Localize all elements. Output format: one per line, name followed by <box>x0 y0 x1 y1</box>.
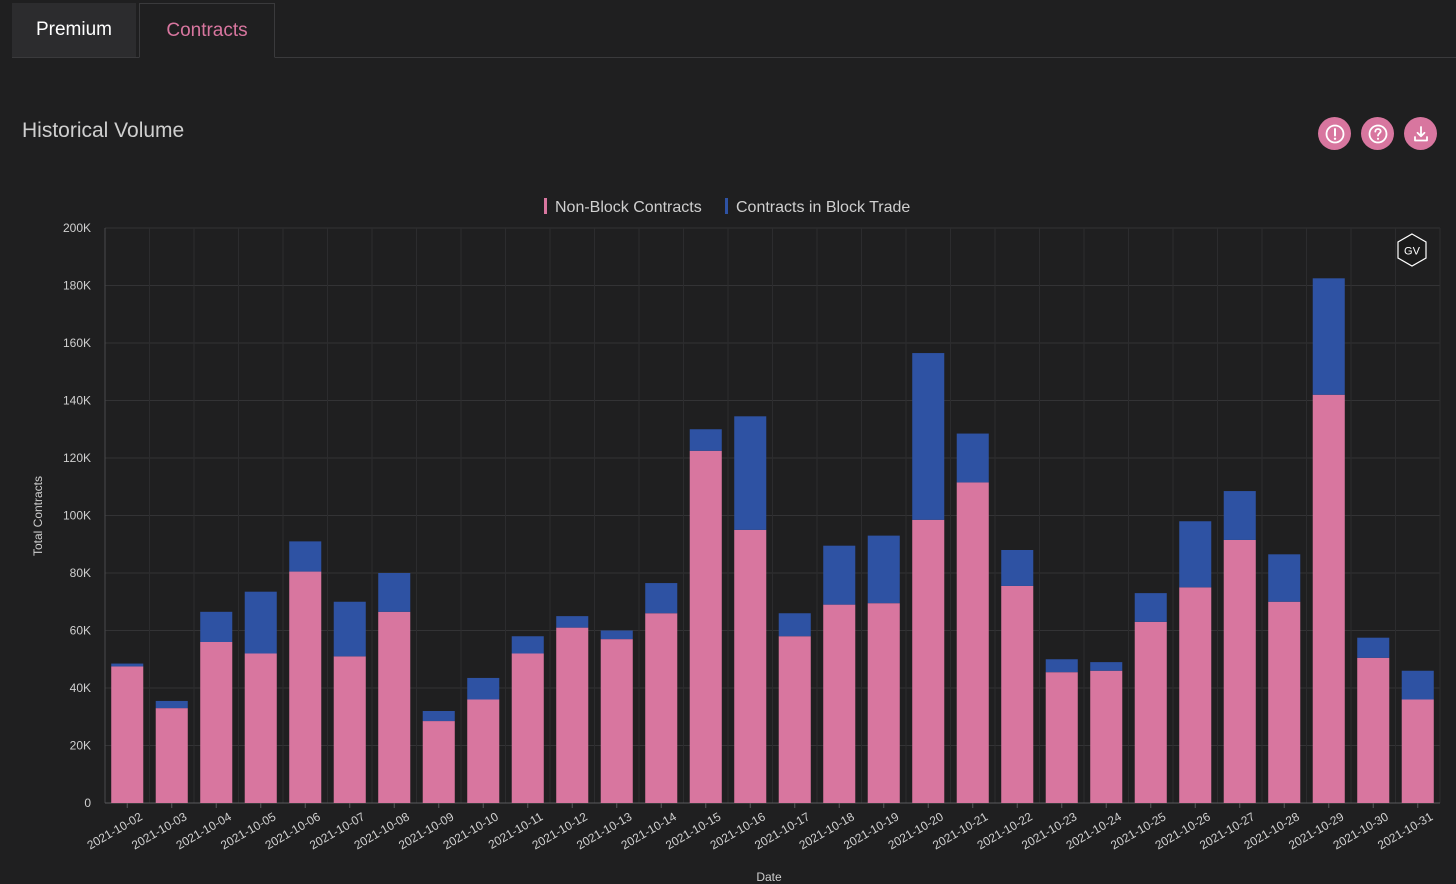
bar-block-trade[interactable] <box>1090 662 1123 671</box>
bar-non-block[interactable] <box>244 653 277 804</box>
bar-non-block[interactable] <box>111 666 144 803</box>
bar-non-block[interactable] <box>1179 587 1212 803</box>
legend-label-block-trade[interactable]: Contracts in Block Trade <box>736 199 910 216</box>
tab-premium[interactable]: Premium <box>12 3 136 57</box>
bar-block-trade[interactable] <box>200 611 233 642</box>
help-icon <box>1368 124 1387 143</box>
help-button[interactable] <box>1361 117 1394 150</box>
y-tick-label: 20K <box>70 739 91 753</box>
legend-swatch-block-trade <box>725 198 728 214</box>
y-tick-label: 180K <box>63 279 91 293</box>
y-tick-label: 200K <box>63 221 91 235</box>
watermark-text: GV <box>1404 246 1421 258</box>
bar-non-block[interactable] <box>556 627 589 803</box>
bar-non-block[interactable] <box>1090 670 1123 803</box>
bar-non-block[interactable] <box>378 611 411 803</box>
bar-block-trade[interactable] <box>467 677 500 700</box>
page-title: Historical Volume <box>22 119 185 142</box>
bar-block-trade[interactable] <box>956 433 989 483</box>
bar-block-trade[interactable] <box>378 573 411 612</box>
bar-block-trade[interactable] <box>734 416 767 530</box>
bar-block-trade[interactable] <box>600 630 633 640</box>
bar-block-trade[interactable] <box>1179 521 1212 588</box>
y-tick-label: 60K <box>70 624 91 638</box>
x-axis-ticks: 2021-10-022021-10-032021-10-042021-10-05… <box>85 803 1436 852</box>
bar-non-block[interactable] <box>511 653 544 804</box>
bar-block-trade[interactable] <box>1001 550 1034 586</box>
watermark-logo: GV <box>1397 233 1427 267</box>
bar-non-block[interactable] <box>333 656 366 803</box>
bar-non-block[interactable] <box>200 642 233 803</box>
bar-block-trade[interactable] <box>422 711 455 722</box>
bar-non-block[interactable] <box>823 604 856 803</box>
chart-bars <box>111 278 1434 803</box>
y-tick-label: 160K <box>63 336 91 350</box>
bar-non-block[interactable] <box>1134 621 1167 803</box>
bar-non-block[interactable] <box>600 639 633 803</box>
bar-block-trade[interactable] <box>333 601 366 657</box>
bar-non-block[interactable] <box>778 636 811 803</box>
download-icon <box>1413 125 1428 141</box>
chart-legend[interactable]: Non-Block Contracts Contracts in Block Tr… <box>544 198 910 216</box>
y-tick-label: 80K <box>70 566 91 580</box>
y-tick-label: 100K <box>63 509 91 523</box>
bar-non-block[interactable] <box>1268 601 1301 803</box>
bar-block-trade[interactable] <box>244 591 277 654</box>
bar-block-trade[interactable] <box>1045 659 1078 673</box>
bar-block-trade[interactable] <box>689 429 722 451</box>
bar-non-block[interactable] <box>1001 585 1034 803</box>
bar-non-block[interactable] <box>689 450 722 803</box>
bar-non-block[interactable] <box>912 519 945 803</box>
bar-block-trade[interactable] <box>1357 637 1390 658</box>
bar-non-block[interactable] <box>1401 699 1434 804</box>
y-tick-label: 40K <box>70 681 91 695</box>
info-button[interactable] <box>1318 117 1351 150</box>
bar-non-block[interactable] <box>734 529 767 803</box>
tab-divider <box>12 57 1456 58</box>
legend-label-non-block[interactable]: Non-Block Contracts <box>555 199 702 216</box>
bar-non-block[interactable] <box>155 708 188 803</box>
bar-block-trade[interactable] <box>155 700 188 709</box>
y-tick-label: 0 <box>84 796 91 810</box>
bar-non-block[interactable] <box>1223 539 1256 803</box>
y-tick-label: 120K <box>63 451 91 465</box>
bar-block-trade[interactable] <box>111 663 144 667</box>
bar-non-block[interactable] <box>289 571 322 803</box>
download-button[interactable] <box>1404 117 1437 150</box>
bar-non-block[interactable] <box>1045 672 1078 803</box>
bar-non-block[interactable] <box>956 482 989 803</box>
bar-block-trade[interactable] <box>823 545 856 605</box>
bar-block-trade[interactable] <box>289 541 322 572</box>
bar-block-trade[interactable] <box>778 613 811 637</box>
bar-block-trade[interactable] <box>1134 593 1167 622</box>
x-axis-title: Date <box>756 870 782 884</box>
y-tick-label: 140K <box>63 394 91 408</box>
bar-non-block[interactable] <box>467 699 500 804</box>
bar-non-block[interactable] <box>1357 657 1390 803</box>
bar-non-block[interactable] <box>422 721 455 803</box>
bar-block-trade[interactable] <box>1268 554 1301 602</box>
y-axis-ticks: 0 20K 40K 60K 80K 100K 120K 140K 160K 180K 200K <box>63 221 91 810</box>
bar-block-trade[interactable] <box>511 636 544 654</box>
legend-swatch-non-block <box>544 198 547 214</box>
bar-block-trade[interactable] <box>556 616 589 628</box>
bar-block-trade[interactable] <box>645 583 678 614</box>
bar-block-trade[interactable] <box>912 353 945 520</box>
bar-block-trade[interactable] <box>867 535 900 604</box>
bar-non-block[interactable] <box>867 603 900 803</box>
bar-block-trade[interactable] <box>1312 278 1345 395</box>
bar-block-trade[interactable] <box>1401 670 1434 700</box>
tab-contracts[interactable]: Contracts <box>139 3 275 58</box>
bar-block-trade[interactable] <box>1223 491 1256 540</box>
bar-non-block[interactable] <box>645 613 678 803</box>
tab-bar: Premium Contracts <box>0 0 1456 58</box>
info-icon <box>1325 124 1344 143</box>
bar-non-block[interactable] <box>1312 394 1345 803</box>
chart-grid <box>104 227 1441 804</box>
y-axis-title: Total Contracts <box>31 476 45 556</box>
